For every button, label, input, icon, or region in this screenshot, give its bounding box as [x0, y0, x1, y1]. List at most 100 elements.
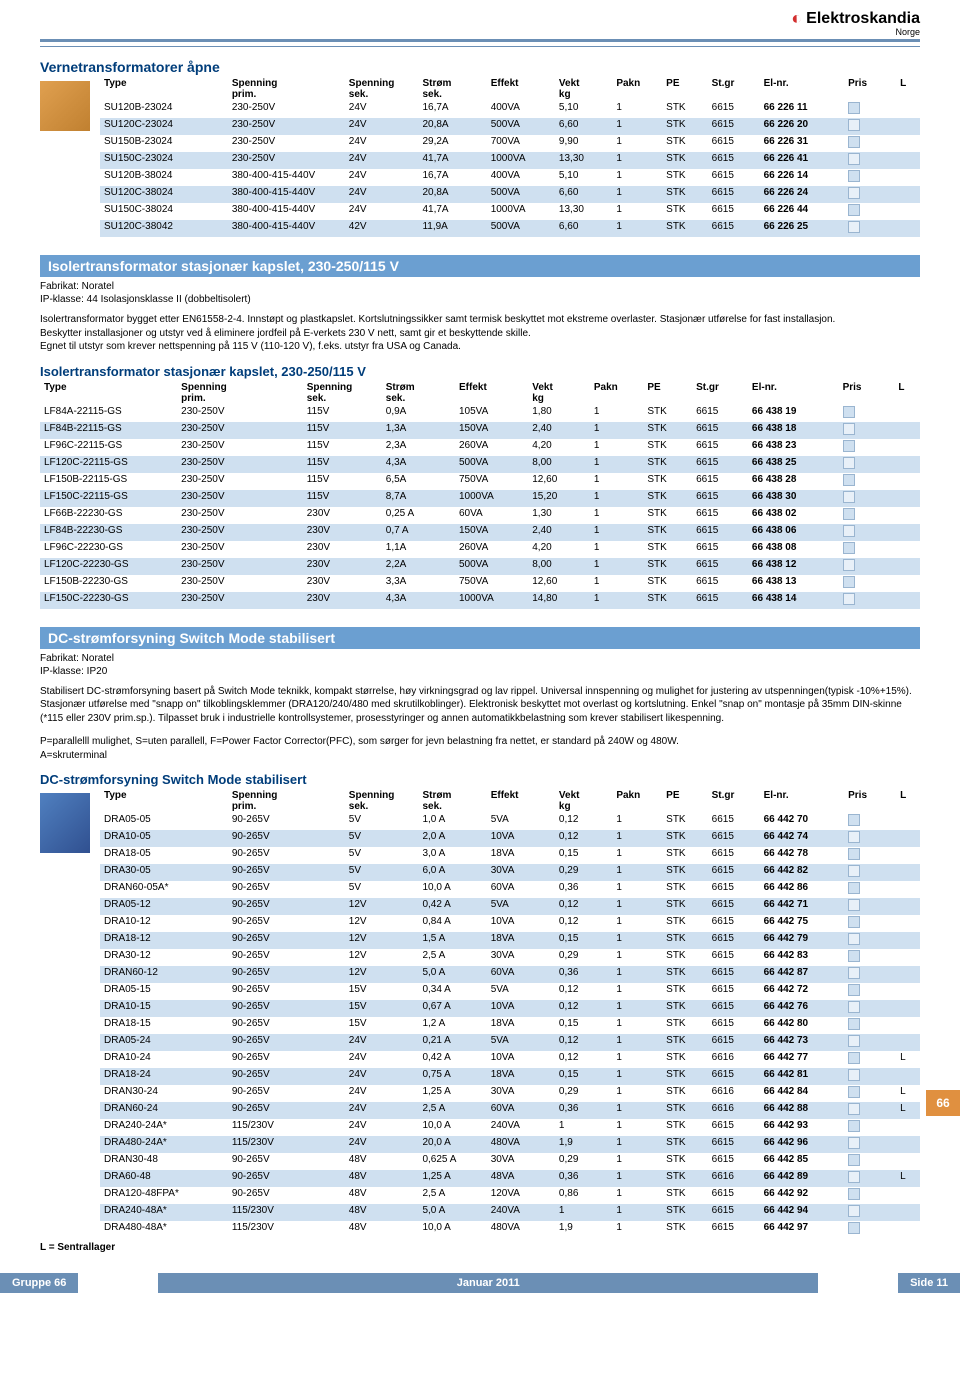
cell: 1	[590, 473, 643, 490]
cell: 66 442 94	[760, 1204, 844, 1221]
cell: DRA18-24	[100, 1068, 228, 1085]
cell: DRA240-48A*	[100, 1204, 228, 1221]
cell: 66 438 12	[748, 558, 839, 575]
cell: 105VA	[455, 405, 528, 422]
col-header: PE	[662, 77, 707, 101]
cell: 14,80	[528, 592, 590, 609]
cell: STK	[662, 983, 707, 1000]
cell: 1	[612, 1034, 662, 1051]
table-row: LF84B-22230-GS230-250V230V0,7 A150VA2,40…	[40, 524, 920, 541]
cell: STK	[662, 1221, 707, 1238]
cell: 30VA	[487, 864, 555, 881]
cell: 750VA	[455, 575, 528, 592]
cell: 66 442 82	[760, 864, 844, 881]
cell: 1	[612, 1051, 662, 1068]
cell: 6615	[692, 541, 748, 558]
cell: STK	[662, 949, 707, 966]
cell: STK	[662, 898, 707, 915]
cell: 24V	[345, 1068, 419, 1085]
cell	[894, 405, 920, 422]
cell: 66 438 13	[748, 575, 839, 592]
cell: DRA10-05	[100, 830, 228, 847]
col-header: Effekt	[455, 381, 528, 405]
cell	[894, 490, 920, 507]
cell: 66 442 89	[760, 1170, 844, 1187]
cell: 30VA	[487, 949, 555, 966]
cell: DRA240-24A*	[100, 1119, 228, 1136]
cell: 41,7A	[418, 203, 486, 220]
cell: 6,60	[555, 186, 612, 203]
cell: 380-400-415-440V	[228, 203, 345, 220]
cell: 4,3A	[382, 592, 455, 609]
table-row: DRAN60-2490-265V24V2,5 A60VA0,361STK6616…	[100, 1102, 920, 1119]
cell: STK	[662, 169, 707, 186]
table-row: DRA480-48A*115/230V48V10,0 A480VA1,91STK…	[100, 1221, 920, 1238]
cell: 115V	[303, 490, 382, 507]
col-header: Pakn	[590, 381, 643, 405]
cell: 6615	[708, 966, 760, 983]
cell: DRA10-15	[100, 1000, 228, 1017]
cell: 90-265V	[228, 983, 345, 1000]
cell: 1	[590, 507, 643, 524]
cell: 66 442 77	[760, 1051, 844, 1068]
table-row: LF96C-22230-GS230-250V230V1,1A260VA4,201…	[40, 541, 920, 558]
cell: 1	[612, 1068, 662, 1085]
cell: 700VA	[487, 135, 555, 152]
price-cell	[844, 915, 896, 932]
cell: 66 442 70	[760, 813, 844, 830]
cell	[894, 439, 920, 456]
cell: 5V	[345, 864, 419, 881]
col-header: Effekt	[487, 77, 555, 101]
cell	[896, 1204, 920, 1221]
cell: 1	[612, 1085, 662, 1102]
price-cell	[844, 220, 896, 237]
cell: 1,80	[528, 405, 590, 422]
cell: 6,5A	[382, 473, 455, 490]
price-cell	[839, 490, 895, 507]
cell: 2,5 A	[418, 949, 486, 966]
cell: 0,12	[555, 1051, 612, 1068]
cell: 90-265V	[228, 1017, 345, 1034]
cell: 260VA	[455, 541, 528, 558]
col-header: Strømsek.	[382, 381, 455, 405]
cell: STK	[662, 847, 707, 864]
cell	[896, 1034, 920, 1051]
cell: 0,42 A	[418, 898, 486, 915]
cell	[896, 898, 920, 915]
cell: 6,60	[555, 118, 612, 135]
cell: 6615	[708, 983, 760, 1000]
cell: 6615	[708, 1153, 760, 1170]
cell: 1	[612, 949, 662, 966]
cell: 90-265V	[228, 1085, 345, 1102]
table-row: LF150B-22115-GS230-250V115V6,5A750VA12,6…	[40, 473, 920, 490]
cell	[896, 966, 920, 983]
col-header: L	[896, 77, 920, 101]
table-row: DRA18-2490-265V24V0,75 A18VA0,151STK6615…	[100, 1068, 920, 1085]
cell: 230-250V	[228, 118, 345, 135]
cell: 0,15	[555, 932, 612, 949]
cell: 5V	[345, 830, 419, 847]
cell: LF84B-22230-GS	[40, 524, 177, 541]
cell: 12V	[345, 898, 419, 915]
cell: STK	[643, 439, 692, 456]
cell: 9,90	[555, 135, 612, 152]
cell: STK	[662, 830, 707, 847]
cell: 66 442 83	[760, 949, 844, 966]
sec3-meta1: Fabrikat: Noratel	[40, 653, 920, 664]
footer-side: Side 11	[898, 1273, 960, 1293]
cell: 90-265V	[228, 1068, 345, 1085]
cell: SU120C-38024	[100, 186, 228, 203]
logo-icon: ◐	[791, 8, 802, 29]
sec3-table: TypeSpenningprim.Spenningsek.Strømsek.Ef…	[100, 789, 920, 1238]
footer-date: Januar 2011	[158, 1273, 818, 1293]
table-row: SU150C-23024230-250V24V41,7A1000VA13,301…	[100, 152, 920, 169]
cell: DRAN60-12	[100, 966, 228, 983]
cell: STK	[662, 186, 707, 203]
cell: 1	[612, 1153, 662, 1170]
cell: 0,29	[555, 1153, 612, 1170]
cell: 90-265V	[228, 1051, 345, 1068]
brand-name: Elektroskandia	[806, 10, 920, 28]
cell: 230-250V	[177, 558, 303, 575]
cell: 240VA	[487, 1119, 555, 1136]
cell: 6615	[692, 422, 748, 439]
